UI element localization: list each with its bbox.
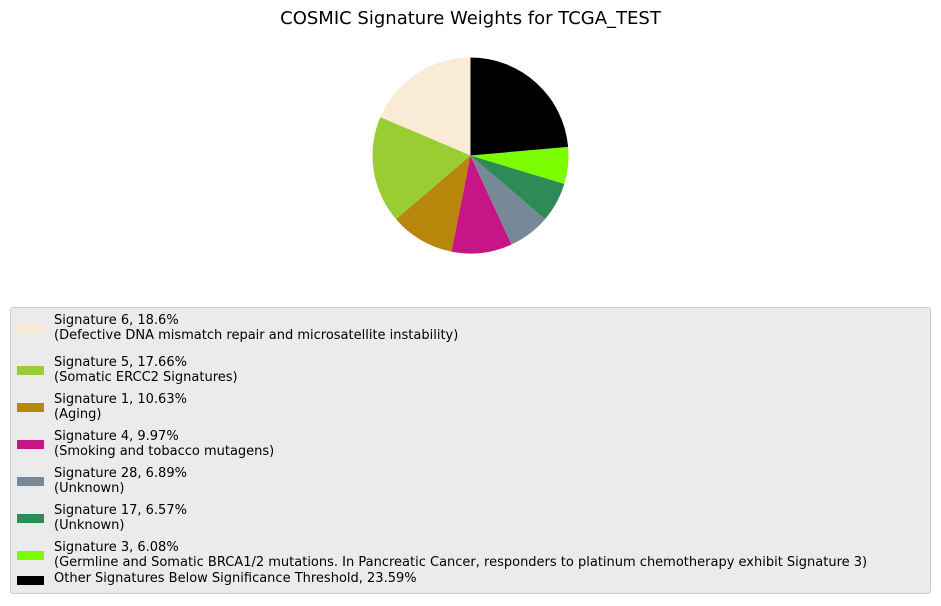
legend-swatch: [17, 324, 44, 333]
legend-description: (Defective DNA mismatch repair and micro…: [54, 328, 459, 343]
legend-swatch: [17, 440, 44, 449]
legend-description: (Germline and Somatic BRCA1/2 mutations.…: [54, 555, 868, 570]
pie-slice: [470, 155, 546, 245]
legend: Signature 6, 18.6% (Defective DNA mismatc…: [10, 307, 931, 594]
legend-swatch: [17, 366, 44, 375]
legend-swatch: [17, 576, 44, 585]
legend-description: (Aging): [54, 407, 102, 422]
legend-text: Signature 5, 17.66% (Somatic ERCC2 Signat…: [54, 355, 238, 385]
legend-text: Signature 28, 6.89% (Unknown): [54, 466, 187, 496]
pie-slice: [451, 155, 512, 254]
pie-slice: [470, 146, 569, 184]
legend-swatch: [17, 477, 44, 486]
legend-text: Other Signatures Below Significance Thre…: [54, 571, 417, 586]
legend-label: Signature 5, 17.66%: [54, 355, 187, 370]
legend-label: Signature 28, 6.89%: [54, 466, 187, 481]
legend-label: Signature 6, 18.6%: [54, 313, 179, 328]
pie-slice: [396, 155, 471, 252]
legend-swatch: [17, 514, 44, 523]
legend-swatch: [17, 551, 44, 560]
pie-slice: [470, 57, 569, 156]
legend-label: Other Signatures Below Significance Thre…: [54, 571, 417, 586]
legend-text: Signature 4, 9.97% (Smoking and tobacco m…: [54, 429, 274, 459]
legend-swatch: [17, 403, 44, 412]
legend-text: Signature 1, 10.63% (Aging): [54, 392, 187, 422]
legend-label: Signature 4, 9.97%: [54, 429, 179, 444]
pie-slice: [372, 117, 471, 220]
legend-description: (Unknown): [54, 481, 125, 496]
legend-description: (Smoking and tobacco mutagens): [54, 444, 275, 459]
legend-text: Signature 3, 6.08% (Germline and Somatic …: [54, 540, 867, 570]
pie-slice: [380, 57, 471, 156]
legend-text: Signature 17, 6.57% (Unknown): [54, 503, 187, 533]
legend-description: (Somatic ERCC2 Signatures): [54, 370, 238, 385]
legend-description: (Unknown): [54, 518, 125, 533]
legend-label: Signature 1, 10.63%: [54, 392, 187, 407]
legend-label: Signature 3, 6.08%: [54, 540, 179, 555]
legend-label: Signature 17, 6.57%: [54, 503, 187, 518]
pie-slice: [470, 155, 565, 220]
pie-chart: [372, 57, 569, 254]
legend-text: Signature 6, 18.6% (Defective DNA mismatc…: [54, 313, 458, 343]
chart-title: COSMIC Signature Weights for TCGA_TEST: [280, 8, 661, 29]
